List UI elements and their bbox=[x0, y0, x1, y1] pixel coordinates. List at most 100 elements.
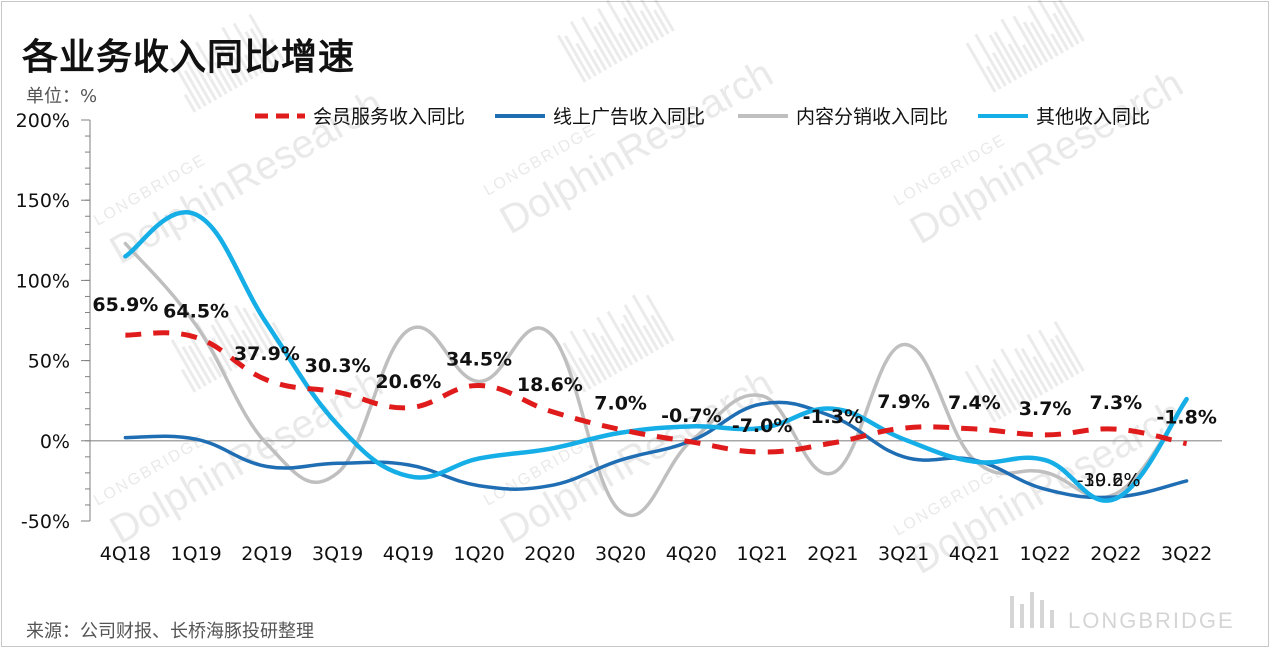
watermark-bar bbox=[1055, 0, 1085, 42]
watermark-bar bbox=[187, 344, 213, 384]
watermark-bar bbox=[208, 41, 239, 89]
data-label: 30.3% bbox=[305, 355, 371, 377]
x-tick-label: 2Q20 bbox=[524, 543, 575, 565]
series-lines bbox=[123, 210, 1189, 517]
legend-label: 其他收入同比 bbox=[1036, 106, 1150, 128]
watermark-bar bbox=[1000, 348, 1033, 402]
watermark-bar bbox=[1012, 15, 1044, 66]
watermark-bar bbox=[569, 330, 603, 384]
watermark-bar bbox=[215, 40, 244, 86]
watermark-bar bbox=[271, 321, 285, 342]
watermark-bar bbox=[1010, 377, 1028, 405]
watermark-bar bbox=[622, 314, 649, 357]
watermark-bar bbox=[639, 10, 660, 41]
watermark-bar bbox=[582, 328, 613, 378]
corner-logo-bar bbox=[1050, 610, 1054, 628]
watermark-bar bbox=[248, 13, 280, 65]
watermark-bar bbox=[1052, 12, 1075, 48]
watermark-bar bbox=[562, 342, 592, 390]
watermark-bar bbox=[1020, 347, 1049, 393]
watermark-bar bbox=[597, 8, 629, 59]
y-tick-label: 200% bbox=[16, 110, 70, 132]
x-tick-label: 1Q22 bbox=[1020, 543, 1071, 565]
watermark-bar bbox=[606, 310, 639, 363]
data-label: -0.7% bbox=[661, 405, 722, 427]
x-tick-label: 2Q22 bbox=[1090, 543, 1141, 565]
watermark-bar bbox=[208, 356, 223, 378]
watermark-bar bbox=[221, 306, 254, 360]
watermark-bar bbox=[988, 34, 1018, 81]
watermark-bar bbox=[650, 314, 670, 345]
watermark-bar bbox=[1037, 329, 1070, 381]
watermark-bar bbox=[642, 324, 660, 351]
watermark-bar bbox=[575, 42, 597, 77]
watermark-bar bbox=[1026, 333, 1059, 387]
y-tick-label: 0% bbox=[40, 431, 70, 453]
watermark-bar bbox=[989, 377, 1013, 414]
watermark-bar bbox=[988, 400, 1002, 420]
watermark-bar bbox=[653, 9, 670, 35]
watermark-bar bbox=[597, 21, 623, 62]
watermark-bar bbox=[631, 0, 665, 38]
watermark-bar bbox=[183, 70, 207, 107]
watermark-bar bbox=[569, 20, 603, 74]
watermark-bar bbox=[169, 57, 202, 110]
watermark-bar bbox=[617, 32, 634, 56]
watermark-bar bbox=[992, 358, 1023, 408]
watermark-bar bbox=[623, 17, 644, 50]
watermark-bar bbox=[234, 304, 264, 354]
chart-title: 各业务收入同比增速 bbox=[22, 37, 356, 78]
legend-label: 线上广告收入同比 bbox=[553, 106, 705, 128]
x-tick-label: 2Q19 bbox=[241, 543, 292, 565]
watermark-bar bbox=[990, 367, 1018, 411]
x-tick-label: 3Q21 bbox=[878, 543, 929, 565]
x-tick-label: 3Q22 bbox=[1161, 543, 1212, 565]
source-note: 来源：公司财报、长桥海豚投研整理 bbox=[26, 621, 314, 642]
watermark-bar bbox=[213, 61, 233, 92]
x-tick-label: 3Q20 bbox=[595, 543, 646, 565]
watermark-bar bbox=[185, 329, 218, 381]
watermark-bar bbox=[242, 307, 270, 351]
data-label: 3.7% bbox=[1019, 398, 1072, 420]
corner-logo-bar bbox=[1040, 600, 1044, 628]
series-line-content_distribution bbox=[123, 241, 1189, 517]
series-line-online_ads bbox=[123, 400, 1189, 500]
watermark-bar bbox=[1050, 33, 1064, 54]
watermark-bar bbox=[185, 61, 213, 104]
watermark-bar bbox=[244, 54, 259, 77]
watermark-bar bbox=[232, 22, 264, 74]
watermark-bar bbox=[205, 71, 223, 98]
watermark-bar bbox=[1054, 334, 1080, 375]
watermark-bar bbox=[600, 335, 623, 372]
x-tick-label: 4Q21 bbox=[949, 543, 1000, 565]
data-label: -1.8% bbox=[1156, 407, 1217, 429]
x-tick-label: 4Q20 bbox=[666, 543, 717, 565]
x-tick-label: 4Q18 bbox=[100, 543, 151, 565]
watermark-bar bbox=[1049, 361, 1064, 384]
watermark-bar bbox=[170, 339, 202, 390]
watermark-bar bbox=[605, 0, 639, 53]
watermark-bar bbox=[230, 333, 249, 363]
x-tick-label: 2Q21 bbox=[807, 543, 858, 565]
watermark-bar bbox=[593, 25, 618, 65]
watermark-bar bbox=[1037, 0, 1070, 51]
data-label: 65.9% bbox=[92, 294, 158, 316]
watermark-bar bbox=[1000, 18, 1033, 72]
watermark-bar bbox=[644, 0, 675, 32]
corner-logo-text: LONGBRIDGE bbox=[1068, 608, 1235, 633]
watermark-bar bbox=[985, 65, 1002, 90]
data-label: 7.0% bbox=[594, 393, 647, 415]
watermark-bar bbox=[252, 312, 275, 348]
data-label: 64.5% bbox=[163, 300, 229, 322]
data-label: 37.9% bbox=[234, 343, 300, 365]
watermark-bar bbox=[1053, 320, 1085, 372]
watermark-bar bbox=[578, 357, 597, 387]
watermark-bar bbox=[1032, 355, 1054, 390]
watermark-bar bbox=[974, 364, 1007, 417]
watermark-bar bbox=[1029, 21, 1054, 60]
watermark-bar bbox=[1052, 0, 1080, 45]
corner-logo: LONGBRIDGE bbox=[1010, 592, 1235, 633]
series-line-other bbox=[123, 210, 1189, 503]
watermark-bar bbox=[183, 93, 197, 113]
